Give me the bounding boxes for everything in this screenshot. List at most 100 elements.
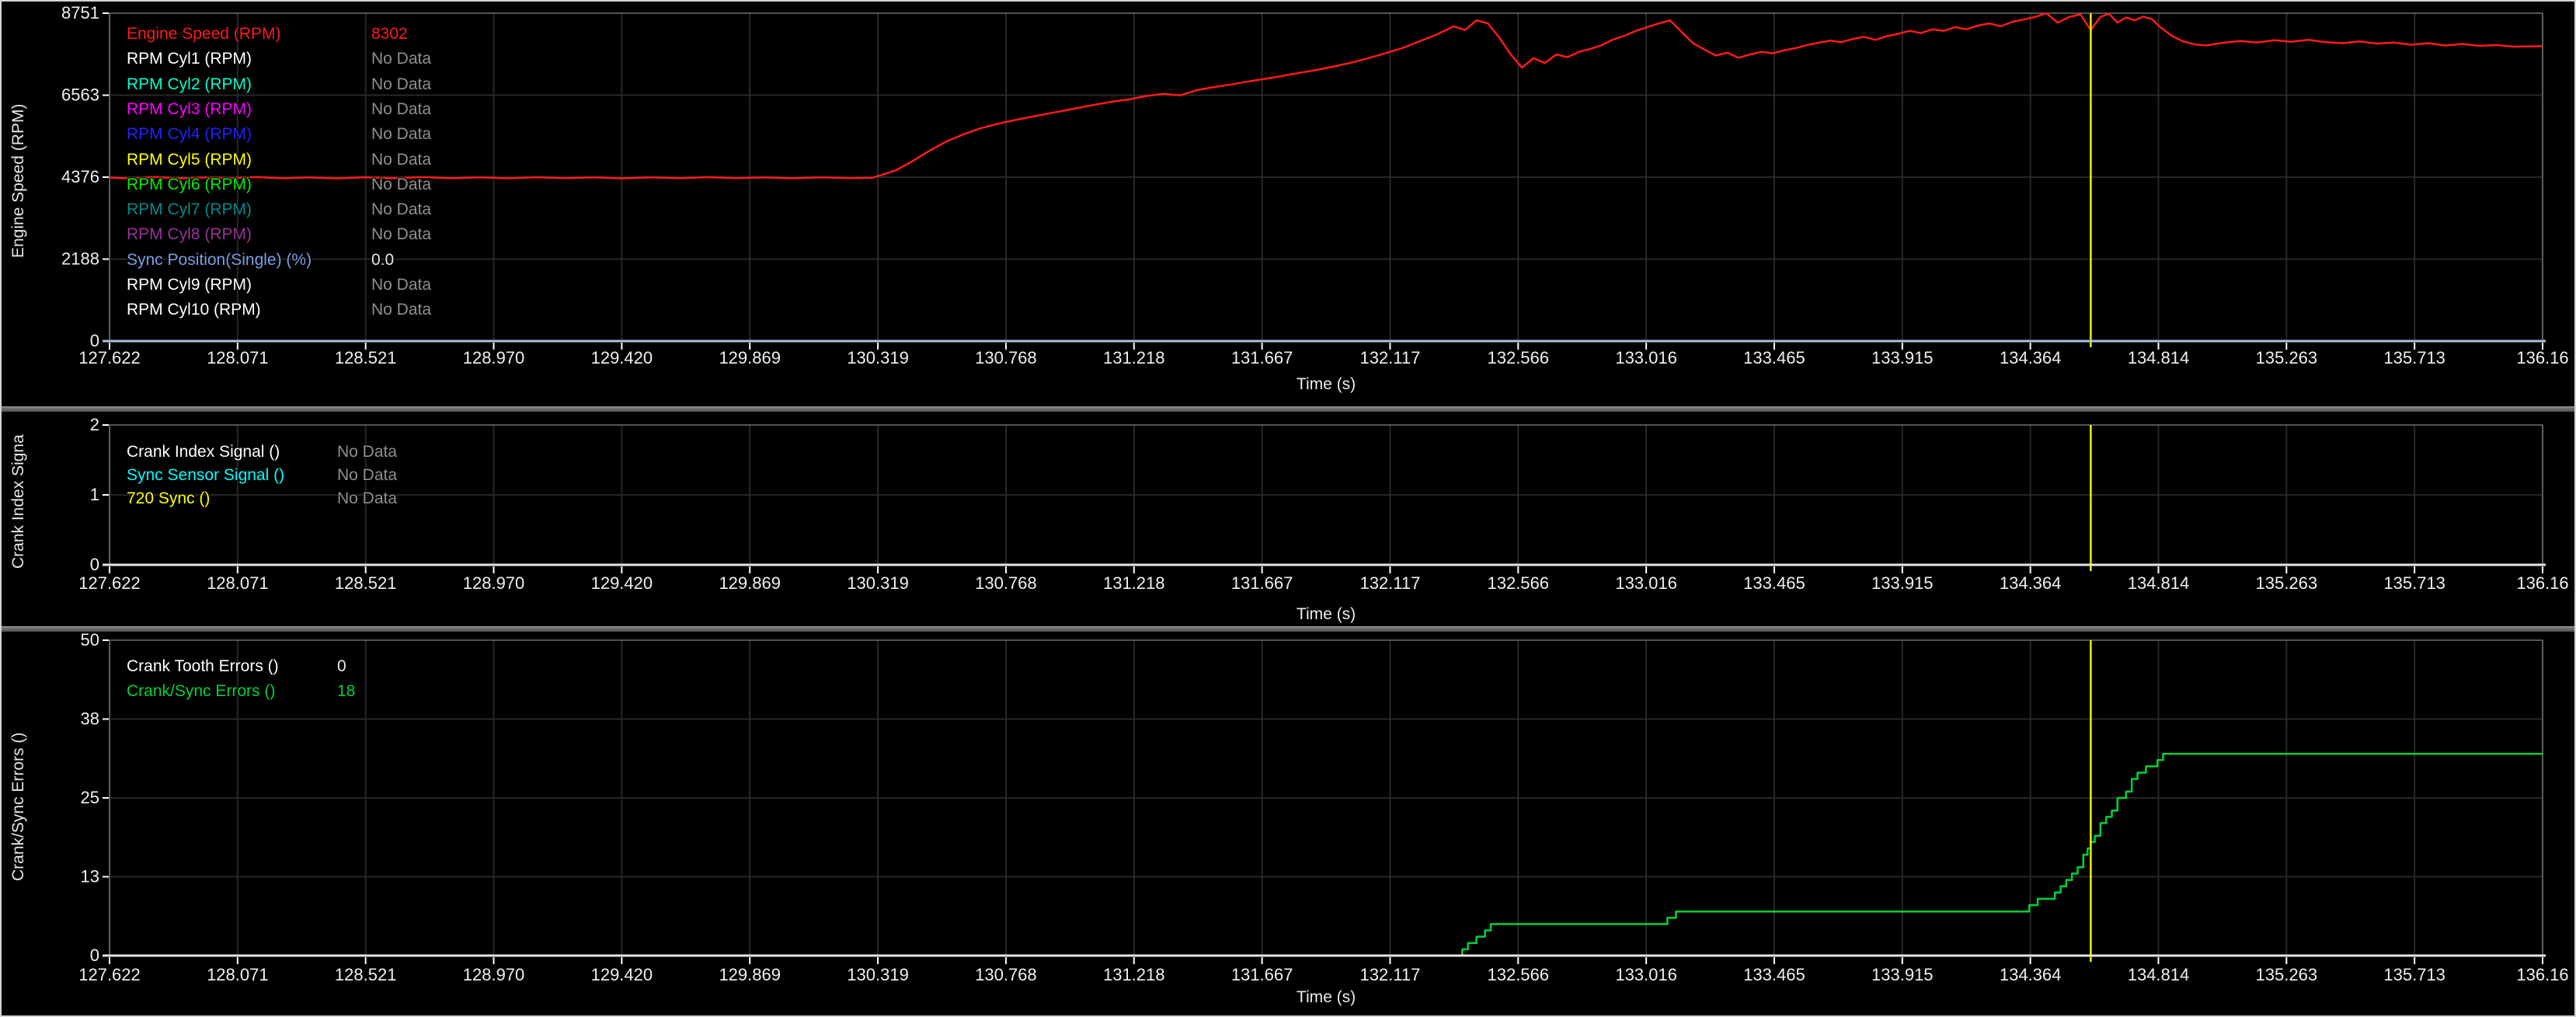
legend-channel-name: RPM Cyl8 (RPM): [127, 225, 252, 244]
x-tick-label: 133.915: [1871, 348, 1934, 367]
legend-channel-name: RPM Cyl7 (RPM): [127, 200, 252, 219]
legend-row-crank-tooth-errors[interactable]: Crank Tooth Errors () 0: [127, 657, 346, 675]
y-tick-label: 2: [90, 415, 99, 434]
x-axis-title-panel3: Time (s): [1296, 988, 1356, 1006]
x-tick-label: 135.713: [2383, 965, 2445, 984]
legend-channel-name: RPM Cyl3 (RPM): [127, 99, 252, 118]
y-tick-label: 0: [90, 946, 99, 965]
x-tick-label: 133.915: [1871, 573, 1934, 593]
engine-speed-rpm-trace: [109, 12, 2543, 179]
x-tick-label: 127.622: [78, 573, 141, 593]
x-tick-label: 130.768: [975, 573, 1037, 593]
legend-channel-value: No Data: [371, 125, 432, 144]
x-tick-label: 135.713: [2383, 348, 2445, 367]
legend-row-rpm-cyl8-rpm[interactable]: RPM Cyl8 (RPM) No Data: [127, 225, 431, 244]
legend-channel-value: No Data: [371, 75, 432, 93]
x-tick-label: 131.218: [1103, 573, 1165, 593]
legend-channel-value: No Data: [371, 301, 432, 319]
legend-row-rpm-cyl4-rpm[interactable]: RPM Cyl4 (RPM) No Data: [127, 126, 431, 143]
x-tick-label: 128.970: [463, 348, 525, 367]
legend-channel-value: No Data: [371, 276, 432, 294]
y-tick-label: 6563: [61, 85, 99, 105]
legend-channel-value: No Data: [371, 225, 432, 244]
legend-row-sync-sensor-signal[interactable]: Sync Sensor Signal () No Data: [127, 467, 397, 484]
x-tick-label: 131.218: [1103, 965, 1165, 984]
x-tick-label: 128.521: [335, 348, 397, 367]
y-axis-title-crank-index: Crank Index Signa: [9, 434, 27, 569]
x-tick-label: 129.420: [591, 573, 653, 593]
x-tick-label: 130.768: [975, 348, 1037, 367]
y-tick-label: 0: [90, 331, 99, 350]
y-tick-label: 2188: [61, 249, 99, 269]
legend-channel-name: RPM Cyl9 (RPM): [127, 276, 252, 294]
x-tick-label: 134.814: [2128, 348, 2190, 367]
x-tick-label: 136.16: [2516, 965, 2568, 984]
x-tick-label: 128.970: [463, 965, 525, 984]
x-tick-label: 136.16: [2516, 348, 2568, 367]
legend-row-720-sync[interactable]: 720 Sync () No Data: [127, 490, 397, 507]
legend-row-engine-speed-rpm[interactable]: Engine Speed (RPM) 8302: [127, 25, 408, 43]
x-tick-label: 130.319: [847, 348, 909, 367]
legend-row-rpm-cyl3-rpm[interactable]: RPM Cyl3 (RPM) No Data: [127, 99, 431, 118]
y-tick-label: 0: [90, 555, 99, 574]
x-tick-label: 130.319: [847, 573, 909, 593]
x-tick-label: 136.16: [2516, 573, 2568, 593]
x-tick-label: 129.869: [719, 348, 781, 367]
x-tick-label: 132.566: [1487, 348, 1549, 367]
legend-channel-name: Crank Tooth Errors (): [127, 657, 279, 675]
legend-row-rpm-cyl1-rpm[interactable]: RPM Cyl1 (RPM) No Data: [127, 50, 431, 68]
legend-channel-name: Sync Position(Single) (%): [127, 250, 312, 269]
legend-channel-name: RPM Cyl5 (RPM): [127, 150, 252, 169]
legend-channel-value: 0: [337, 657, 346, 675]
legend-channel-name: RPM Cyl2 (RPM): [127, 75, 252, 93]
legend-channel-value: No Data: [371, 200, 432, 219]
legend-channel-name: RPM Cyl10 (RPM): [127, 301, 261, 319]
x-tick-label: 129.420: [591, 965, 653, 984]
x-tick-label: 133.465: [1743, 573, 1805, 593]
x-axis-title-panel1: Time (s): [1296, 375, 1356, 393]
x-tick-label: 134.814: [2128, 965, 2190, 984]
legend-row-rpm-cyl5-rpm[interactable]: RPM Cyl5 (RPM) No Data: [127, 150, 431, 169]
legend-channel-value: No Data: [371, 150, 432, 169]
x-tick-label: 134.364: [2000, 573, 2062, 593]
legend-row-rpm-cyl9-rpm[interactable]: RPM Cyl9 (RPM) No Data: [127, 276, 431, 294]
legend-channel-value: No Data: [337, 466, 398, 484]
legend-channel-value: 8302: [371, 25, 408, 43]
legend-row-rpm-cyl2-rpm[interactable]: RPM Cyl2 (RPM) No Data: [127, 75, 431, 93]
x-tick-label: 133.016: [1615, 348, 1677, 367]
x-tick-label: 132.117: [1359, 573, 1420, 593]
legend-row-sync-position-single[interactable]: Sync Position(Single) (%) 0.0: [127, 250, 394, 269]
legend-row-rpm-cyl7-rpm[interactable]: RPM Cyl7 (RPM) No Data: [127, 200, 431, 219]
x-tick-label: 135.713: [2383, 573, 2445, 593]
y-tick-label: 50: [81, 630, 99, 650]
y-tick-label: 13: [81, 867, 99, 886]
legend-row-crank-index-signal[interactable]: Crank Index Signal () No Data: [127, 443, 397, 461]
x-tick-label: 128.071: [207, 348, 269, 367]
x-tick-label: 131.667: [1231, 965, 1293, 984]
legend-channel-name: Engine Speed (RPM): [127, 25, 281, 43]
panel-separator[interactable]: [2, 406, 2574, 412]
x-tick-label: 134.364: [2000, 348, 2062, 367]
legend-channel-name: Crank Index Signal (): [127, 443, 280, 461]
legend-row-crank-sync-errors[interactable]: Crank/Sync Errors () 18: [127, 683, 355, 700]
legend-row-rpm-cyl6-rpm[interactable]: RPM Cyl6 (RPM) No Data: [127, 175, 431, 193]
x-tick-label: 135.263: [2256, 965, 2318, 984]
crank-sync-errors-trace: [110, 752, 2543, 957]
legend-channel-value: No Data: [337, 443, 398, 461]
x-tick-label: 129.420: [591, 348, 653, 367]
y-tick-label: 25: [81, 788, 99, 807]
x-tick-label: 128.071: [207, 965, 269, 984]
x-tick-label: 133.915: [1871, 965, 1934, 984]
x-tick-label: 128.071: [207, 573, 269, 593]
x-tick-label: 127.622: [78, 965, 141, 984]
legend-row-rpm-cyl10-rpm[interactable]: RPM Cyl10 (RPM) No Data: [127, 301, 431, 319]
x-tick-label: 127.622: [78, 348, 141, 367]
x-tick-label: 133.016: [1615, 573, 1677, 593]
x-tick-label: 133.465: [1743, 348, 1805, 367]
panel-separator[interactable]: [2, 626, 2574, 632]
legend-channel-name: RPM Cyl6 (RPM): [127, 175, 252, 193]
x-tick-label: 134.364: [2000, 965, 2062, 984]
legend-channel-name: RPM Cyl1 (RPM): [127, 50, 252, 68]
